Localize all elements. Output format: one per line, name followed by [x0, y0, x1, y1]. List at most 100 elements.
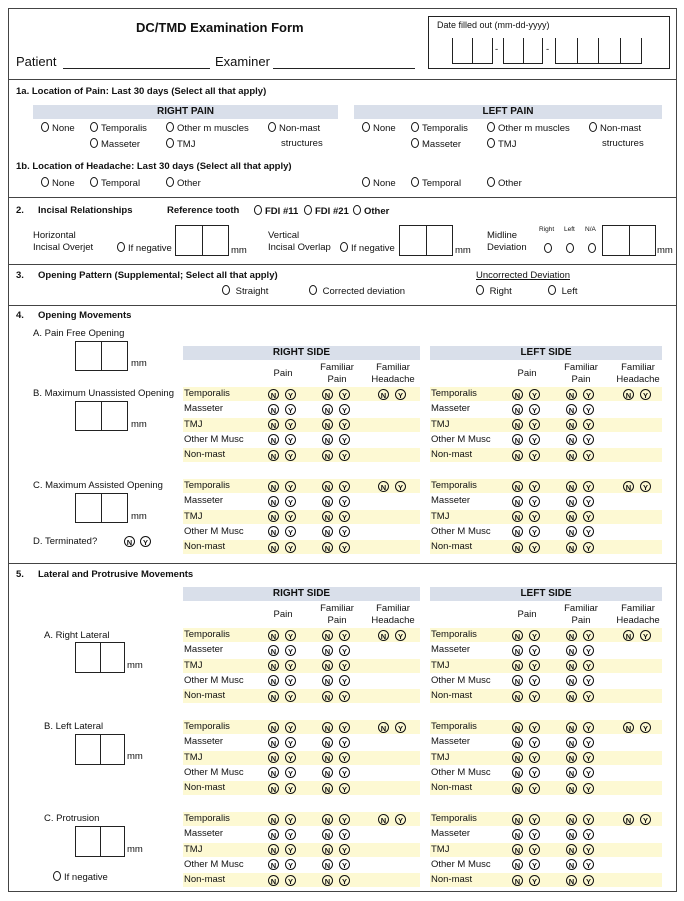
right-pain-temporalis-radio[interactable]: Temporalis	[90, 122, 147, 135]
right-pain-non-mast-radio[interactable]: Non-mast	[268, 122, 320, 135]
s5-right-lateral-right-y-button[interactable]: Y	[339, 675, 350, 687]
s4-assisted-right-n-button[interactable]: N	[268, 541, 279, 553]
s4-assisted-left-y-button[interactable]: Y	[583, 480, 594, 492]
s4-assisted-right-n-button[interactable]: N	[322, 495, 333, 507]
s5-right-lateral-right-n-button[interactable]: N	[268, 644, 279, 656]
s5-right-lateral-left-n-button[interactable]: N	[566, 675, 577, 687]
straight-radio[interactable]: Straight	[222, 285, 268, 298]
s5-protrusion-right-y-button[interactable]: Y	[339, 828, 350, 840]
s5-left-lateral-right-y-button[interactable]: Y	[285, 782, 296, 794]
s4-assisted-left-n-button[interactable]: N	[512, 541, 523, 553]
s5-protrusion-right-n-button[interactable]: N	[322, 813, 333, 825]
s5-protrusion-right-y-button[interactable]: Y	[285, 828, 296, 840]
s4-assisted-right-y-button[interactable]: Y	[285, 480, 296, 492]
s5-left-lateral-right-n-button[interactable]: N	[322, 736, 333, 748]
ref-fdi11-radio[interactable]: FDI #11	[254, 205, 298, 218]
s4-assisted-left-y-button[interactable]: Y	[529, 480, 540, 492]
s4-assisted-left-n-button[interactable]: N	[512, 511, 523, 523]
s4-unassisted-right-y-button[interactable]: Y	[339, 449, 350, 461]
s4-assisted-left-y-button[interactable]: Y	[529, 511, 540, 523]
s5-protrusion-left-n-button[interactable]: N	[566, 813, 577, 825]
s5-left-lateral-right-y-button[interactable]: Y	[285, 721, 296, 733]
s5-right-lateral-left-n-button[interactable]: N	[512, 660, 523, 672]
s5-left-lateral-left-n-button[interactable]: N	[566, 736, 577, 748]
s5-right-lateral-right-y-button[interactable]: Y	[339, 660, 350, 672]
patient-field[interactable]	[63, 68, 210, 69]
s5-right-lateral-left-n-button[interactable]: N	[566, 690, 577, 702]
left-pain-non-mast-radio[interactable]: Non-mast	[589, 122, 641, 135]
s5-protrusion-left-y-button[interactable]: Y	[583, 828, 594, 840]
right-headache-other-radio[interactable]: Other	[166, 177, 201, 190]
left-headache-temporal-radio[interactable]: Temporal	[411, 177, 461, 190]
s4-unassisted-left-y-button[interactable]: Y	[529, 434, 540, 446]
s5-left-lateral-right-y-button[interactable]: Y	[339, 782, 350, 794]
s4-assisted-right-y-button[interactable]: Y	[339, 511, 350, 523]
s5-left-lateral-left-y-button[interactable]: Y	[529, 767, 540, 779]
s5-right-lateral-right-y-button[interactable]: Y	[395, 629, 406, 641]
s5-protrusion-left-y-button[interactable]: Y	[583, 813, 594, 825]
s4-assisted-right-n-button[interactable]: N	[322, 526, 333, 538]
s4-assisted-left-n-button[interactable]: N	[566, 526, 577, 538]
s5-right-lateral-left-n-button[interactable]: N	[566, 644, 577, 656]
s4-unassisted-right-n-button[interactable]: N	[268, 419, 279, 431]
s4-assisted-left-y-button[interactable]: Y	[529, 541, 540, 553]
s5-right-lateral-left-n-button[interactable]: N	[512, 690, 523, 702]
s4-unassisted-left-n-button[interactable]: N	[566, 419, 577, 431]
s5-right-lateral-left-y-button[interactable]: Y	[583, 644, 594, 656]
midline-na-radio[interactable]	[588, 243, 596, 253]
corrected-deviation-radio[interactable]: Corrected deviation	[309, 285, 405, 298]
s5-left-lateral-right-y-button[interactable]: Y	[339, 767, 350, 779]
s5-protrusion-right-n-button[interactable]: N	[322, 828, 333, 840]
overlap-negative-radio[interactable]: If negative	[340, 242, 395, 255]
midline-mm-field[interactable]	[602, 225, 656, 256]
s5-left-lateral-left-n-button[interactable]: N	[512, 752, 523, 764]
s4-assisted-left-n-button[interactable]: N	[623, 480, 634, 492]
uncorrected-right-radio[interactable]: Right	[476, 285, 512, 298]
s5-protrusion-left-n-button[interactable]: N	[512, 828, 523, 840]
s4-assisted-right-y-button[interactable]: Y	[395, 480, 406, 492]
s4-unassisted-right-y-button[interactable]: Y	[339, 403, 350, 415]
s5-protrusion-right-n-button[interactable]: N	[268, 874, 279, 886]
left-pain-other-muscles-radio[interactable]: Other m muscles	[487, 122, 570, 135]
s5-protrusion-left-n-button[interactable]: N	[512, 813, 523, 825]
midline-right-radio[interactable]	[544, 243, 552, 253]
s5-right-lateral-left-n-button[interactable]: N	[512, 629, 523, 641]
s4-unassisted-left-n-button[interactable]: N	[623, 388, 634, 400]
s5-protrusion-right-n-button[interactable]: N	[268, 828, 279, 840]
s5-right-lateral-left-n-button[interactable]: N	[512, 644, 523, 656]
s4-unassisted-right-n-button[interactable]: N	[322, 419, 333, 431]
s5-right-lateral-right-n-button[interactable]: N	[322, 629, 333, 641]
s5-right-lateral-left-n-button[interactable]: N	[566, 660, 577, 672]
s5-left-lateral-right-y-button[interactable]: Y	[339, 736, 350, 748]
s5-left-lateral-left-n-button[interactable]: N	[512, 767, 523, 779]
s4-assisted-right-n-button[interactable]: N	[268, 511, 279, 523]
s5-left-lateral-right-y-button[interactable]: Y	[339, 752, 350, 764]
s5-left-lateral-left-y-button[interactable]: Y	[640, 721, 651, 733]
right-pain-masseter-radio[interactable]: Masseter	[90, 138, 140, 151]
s5-left-lateral-right-y-button[interactable]: Y	[285, 752, 296, 764]
s5-left-lateral-left-y-button[interactable]: Y	[583, 736, 594, 748]
right-pain-none-radio[interactable]: None	[41, 122, 75, 135]
s4-unassisted-right-n-button[interactable]: N	[378, 388, 389, 400]
s4-unassisted-right-n-button[interactable]: N	[322, 403, 333, 415]
s4-assisted-right-n-button[interactable]: N	[322, 541, 333, 553]
s5-protrusion-right-y-button[interactable]: Y	[339, 844, 350, 856]
s5-right-lateral-right-y-button[interactable]: Y	[285, 629, 296, 641]
s4-unassisted-left-n-button[interactable]: N	[566, 449, 577, 461]
uncorrected-left-radio[interactable]: Left	[548, 285, 578, 298]
s5-protrusion-left-n-button[interactable]: N	[566, 859, 577, 871]
s4-unassisted-right-y-button[interactable]: Y	[339, 388, 350, 400]
s5-protrusion-right-y-button[interactable]: Y	[285, 874, 296, 886]
s4-unassisted-right-n-button[interactable]: N	[268, 388, 279, 400]
terminated-y-button[interactable]: Y	[140, 536, 151, 547]
s4-assisted-right-y-button[interactable]: Y	[285, 495, 296, 507]
right-pain-other-muscles-radio[interactable]: Other m muscles	[166, 122, 249, 135]
s5-right-lateral-right-n-button[interactable]: N	[378, 629, 389, 641]
overlap-mm-field[interactable]	[399, 225, 453, 256]
s4-unassisted-left-y-button[interactable]: Y	[583, 434, 594, 446]
right-headache-none-radio[interactable]: None	[41, 177, 75, 190]
s4-unassisted-right-y-button[interactable]: Y	[339, 419, 350, 431]
s4-unassisted-right-y-button[interactable]: Y	[285, 403, 296, 415]
s5-protrusion-left-n-button[interactable]: N	[566, 874, 577, 886]
s5-left-lateral-left-n-button[interactable]: N	[566, 767, 577, 779]
